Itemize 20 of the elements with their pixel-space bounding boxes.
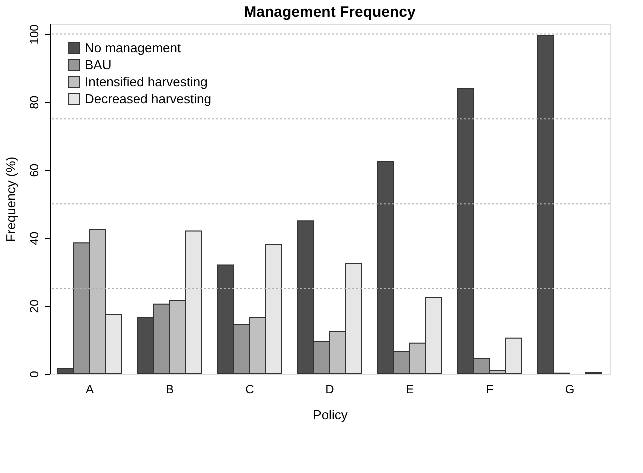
y-tick-label: 0: [28, 370, 42, 378]
y-axis-title: Frequency (%): [4, 156, 18, 242]
y-tick-label: 80: [28, 96, 42, 110]
y-tick-label: 40: [28, 232, 42, 246]
x-tick-label: E: [406, 382, 414, 396]
x-tick-label: F: [486, 382, 494, 396]
y-tick-label: 20: [28, 300, 42, 314]
x-tick-label: D: [326, 382, 335, 396]
legend-label: Intensified harvesting: [85, 74, 208, 90]
legend-label: BAU: [85, 58, 112, 72]
x-tick-label: A: [86, 382, 94, 396]
x-axis-title: Policy: [313, 408, 348, 422]
legend-label: Decreased harvesting: [85, 92, 212, 106]
legend-label: No management: [85, 40, 182, 56]
y-tick-label: 100: [28, 24, 42, 45]
x-tick-label: C: [246, 382, 255, 396]
x-tick-label: B: [166, 382, 174, 396]
y-tick-label: 60: [28, 164, 42, 178]
chart-title: Management Frequency: [244, 4, 417, 21]
x-tick-label: G: [565, 382, 575, 396]
